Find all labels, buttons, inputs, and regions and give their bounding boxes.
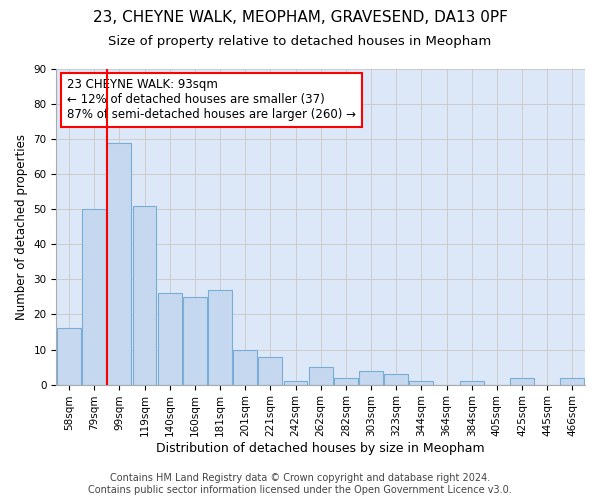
Bar [284, 381, 307, 384]
Bar [334, 378, 358, 384]
Text: Contains HM Land Registry data © Crown copyright and database right 2024.
Contai: Contains HM Land Registry data © Crown c… [88, 474, 512, 495]
Bar [409, 381, 433, 384]
X-axis label: Distribution of detached houses by size in Meopham: Distribution of detached houses by size … [157, 442, 485, 455]
Bar [384, 374, 408, 384]
Bar [107, 142, 131, 384]
Bar [208, 290, 232, 384]
Bar [309, 367, 332, 384]
Bar [510, 378, 534, 384]
Bar [57, 328, 81, 384]
Bar [183, 297, 207, 384]
Bar [158, 294, 182, 384]
Y-axis label: Number of detached properties: Number of detached properties [15, 134, 28, 320]
Text: 23 CHEYNE WALK: 93sqm
← 12% of detached houses are smaller (37)
87% of semi-deta: 23 CHEYNE WALK: 93sqm ← 12% of detached … [67, 78, 356, 122]
Bar [359, 370, 383, 384]
Bar [460, 381, 484, 384]
Text: Size of property relative to detached houses in Meopham: Size of property relative to detached ho… [109, 35, 491, 48]
Text: 23, CHEYNE WALK, MEOPHAM, GRAVESEND, DA13 0PF: 23, CHEYNE WALK, MEOPHAM, GRAVESEND, DA1… [92, 10, 508, 25]
Bar [259, 356, 283, 384]
Bar [233, 350, 257, 384]
Bar [133, 206, 157, 384]
Bar [560, 378, 584, 384]
Bar [82, 210, 106, 384]
